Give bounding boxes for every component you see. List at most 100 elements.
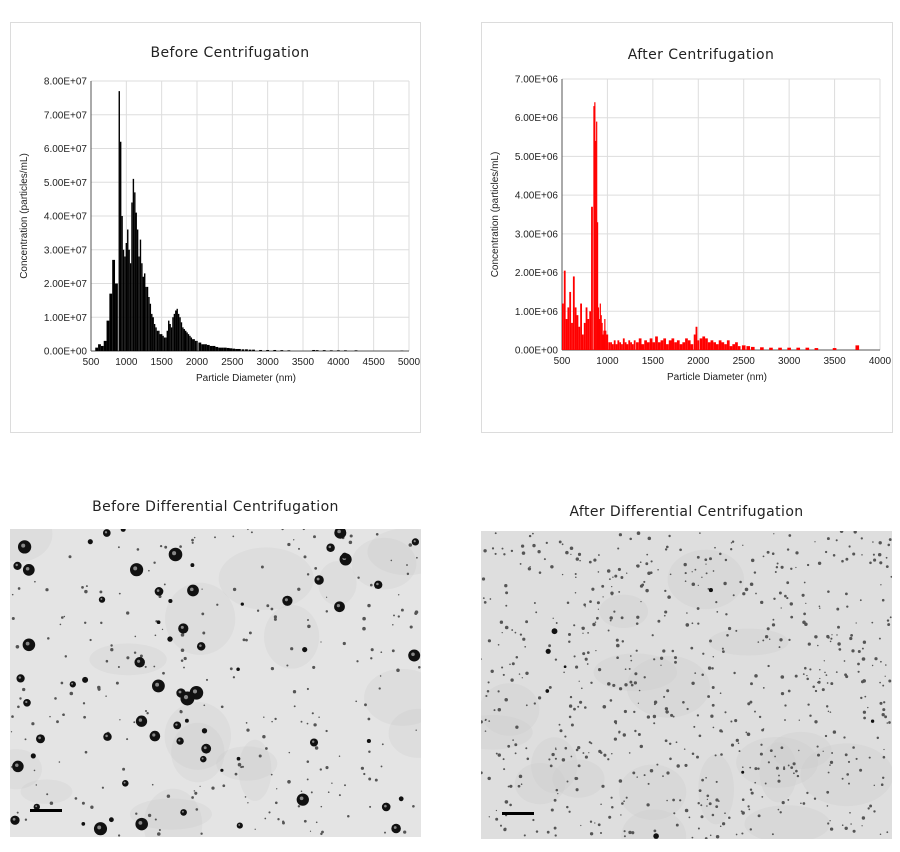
bar xyxy=(663,338,667,350)
particle xyxy=(787,689,791,693)
particle xyxy=(561,758,566,762)
particle xyxy=(730,720,733,723)
particle xyxy=(581,687,583,690)
particle xyxy=(862,710,867,714)
particle xyxy=(625,796,628,799)
particle xyxy=(260,565,264,569)
particle xyxy=(566,780,569,783)
background-mottle xyxy=(10,749,42,790)
particle xyxy=(748,808,751,811)
particle xyxy=(882,776,885,779)
particle xyxy=(705,776,707,779)
particle xyxy=(835,671,838,673)
particle xyxy=(307,624,311,629)
particle xyxy=(679,548,682,552)
particle xyxy=(806,563,810,567)
particle xyxy=(144,665,147,668)
particle xyxy=(884,664,887,666)
bar xyxy=(218,347,222,352)
particle xyxy=(850,823,852,825)
x-tick-label: 3500 xyxy=(823,356,846,367)
particle xyxy=(288,751,291,754)
bar xyxy=(125,243,128,351)
particle xyxy=(509,784,513,788)
bar xyxy=(595,140,597,350)
bar xyxy=(312,349,316,351)
y-tick-label: 3.00E+07 xyxy=(44,245,88,256)
particle xyxy=(719,825,722,828)
particle xyxy=(826,790,830,794)
bar xyxy=(814,348,819,350)
bar xyxy=(657,342,661,350)
particle xyxy=(620,616,624,620)
particle xyxy=(795,551,799,555)
particle xyxy=(518,774,523,779)
particle xyxy=(728,816,731,819)
particle xyxy=(273,617,277,621)
particle xyxy=(735,629,738,632)
bar xyxy=(162,335,164,351)
particle xyxy=(554,747,557,749)
particle xyxy=(649,571,653,575)
particle xyxy=(220,768,224,772)
bar xyxy=(617,340,620,350)
particle xyxy=(721,647,724,650)
particle xyxy=(22,687,26,692)
particle xyxy=(201,728,208,734)
particle xyxy=(837,642,841,646)
particle xyxy=(872,541,874,543)
micrograph-title-after: After Differential Centrifugation xyxy=(569,504,804,520)
particle xyxy=(741,770,745,774)
particle xyxy=(672,715,675,718)
particle xyxy=(825,674,828,676)
bar xyxy=(591,206,593,350)
particle xyxy=(521,677,523,679)
bar xyxy=(597,307,600,350)
particle xyxy=(497,690,500,693)
particle xyxy=(650,560,653,563)
particle xyxy=(664,707,669,711)
particle xyxy=(598,668,602,672)
bar xyxy=(223,347,227,352)
particle xyxy=(519,562,522,565)
particle xyxy=(133,651,137,654)
bar xyxy=(565,319,568,350)
bar xyxy=(710,340,714,350)
particle xyxy=(589,832,594,836)
particle xyxy=(883,748,885,751)
bar xyxy=(184,330,187,351)
background-mottle xyxy=(165,582,236,655)
particle xyxy=(674,660,677,664)
particle xyxy=(303,819,307,823)
particle xyxy=(802,620,806,624)
micrograph-background xyxy=(10,529,421,837)
bar xyxy=(685,338,688,350)
particle xyxy=(707,588,710,590)
particle xyxy=(490,669,494,673)
x-tick-label: 500 xyxy=(83,357,100,368)
particle xyxy=(618,779,623,783)
bar xyxy=(266,349,270,351)
particle xyxy=(392,623,394,626)
particle xyxy=(732,594,735,597)
particle xyxy=(890,575,892,578)
particle xyxy=(806,674,808,677)
particle xyxy=(714,546,716,549)
particle xyxy=(697,827,700,830)
particle xyxy=(589,820,593,823)
bar xyxy=(329,350,333,351)
particle-highlight xyxy=(172,551,177,556)
particle xyxy=(691,681,695,686)
particle xyxy=(586,651,590,654)
particle xyxy=(400,608,404,612)
particle xyxy=(633,681,638,685)
particle xyxy=(122,767,126,771)
bar xyxy=(599,303,601,350)
particle xyxy=(861,816,866,820)
particle xyxy=(553,826,557,830)
bar xyxy=(621,344,623,350)
micrograph-after-image xyxy=(481,531,892,839)
particle xyxy=(826,682,829,684)
particle xyxy=(211,786,215,790)
particle xyxy=(397,615,400,618)
